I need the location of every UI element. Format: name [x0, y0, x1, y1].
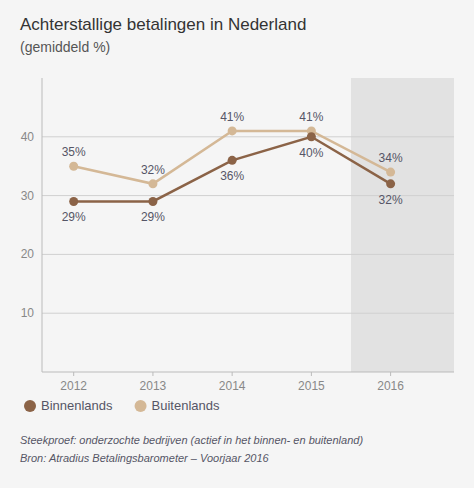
data-label: 32%	[379, 193, 403, 207]
series-line	[74, 131, 391, 184]
y-tick-label: 10	[21, 306, 35, 320]
x-tick	[73, 372, 74, 376]
footnote: Bron: Atradius Betalingsbarometer – Voor…	[20, 452, 270, 464]
series-point	[386, 179, 395, 188]
series-point	[228, 126, 237, 135]
data-label: 32%	[141, 163, 165, 177]
y-tick-label: 30	[21, 189, 35, 203]
grid-line	[42, 254, 454, 255]
series-point	[148, 197, 157, 206]
footnote: Steekproef: onderzochte bedrijven (actie…	[20, 434, 363, 446]
x-tick-label: 2012	[60, 379, 87, 393]
x-tick-label: 2013	[140, 379, 167, 393]
x-tick	[232, 372, 233, 376]
x-tick-label: 2014	[219, 379, 246, 393]
data-label: 40%	[299, 146, 323, 160]
y-axis	[42, 78, 43, 372]
series-point	[148, 179, 157, 188]
x-axis	[42, 372, 454, 373]
legend-label: Buitenlands	[152, 398, 220, 413]
data-label: 35%	[62, 145, 86, 159]
x-tick	[311, 372, 312, 376]
y-tick-label: 40	[21, 130, 35, 144]
series-point	[228, 156, 237, 165]
legend-label: Binnenlands	[41, 398, 113, 413]
x-tick	[390, 372, 391, 376]
data-label: 29%	[141, 210, 165, 224]
y-tick-label: 20	[21, 247, 35, 261]
subtitle: (gemiddeld %)	[20, 39, 110, 55]
data-labels: 35% 32% 41% 41% 34% 29% 29% 36% 40% 32%	[62, 110, 403, 225]
data-label: 29%	[62, 210, 86, 224]
x-tick	[152, 372, 153, 376]
plot-area	[69, 126, 395, 206]
x-tick-label: 2015	[298, 379, 325, 393]
legend-marker	[135, 400, 147, 412]
series-point	[69, 197, 78, 206]
chart: Achterstallige betalingen in Nederland (g…	[0, 0, 474, 488]
highlight	[351, 78, 454, 372]
title: Achterstallige betalingen in Nederland	[20, 15, 306, 34]
series-line	[74, 137, 391, 202]
legend-marker	[24, 400, 36, 412]
data-label: 36%	[220, 169, 244, 183]
series-point	[386, 168, 395, 177]
data-label: 34%	[379, 151, 403, 165]
data-label: 41%	[299, 110, 323, 124]
data-label: 41%	[220, 110, 244, 124]
grid-line	[42, 313, 454, 314]
series-point	[307, 132, 316, 141]
x-tick-label: 2016	[377, 379, 404, 393]
series-point	[69, 162, 78, 171]
grid-line	[42, 136, 454, 137]
